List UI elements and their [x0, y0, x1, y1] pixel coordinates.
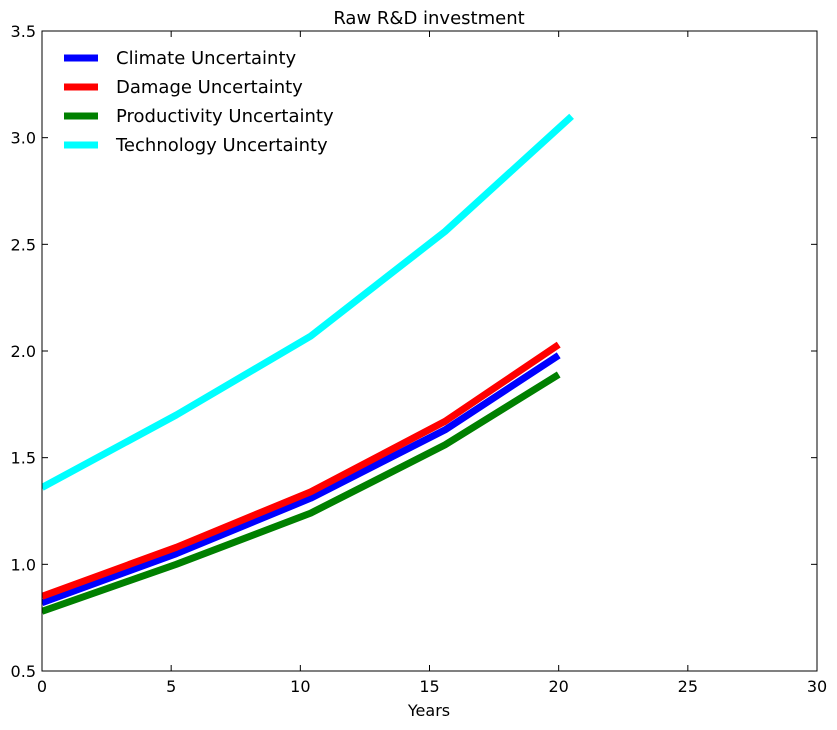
x-tick-label: 20 [548, 677, 568, 696]
x-tick-label: 5 [166, 677, 176, 696]
x-tick-label: 0 [37, 677, 47, 696]
y-tick-label: 2.5 [11, 235, 36, 254]
y-tick-label: 2.0 [11, 342, 36, 361]
y-tick-label: 1.5 [11, 449, 36, 468]
legend: Climate Uncertainty Damage Uncertainty Pro… [64, 48, 334, 156]
legend-label-1: Damage Uncertainty [116, 77, 303, 98]
legend-label-2: Productivity Uncertainty [116, 106, 334, 127]
series-line-3 [42, 113, 574, 491]
axes-layer: 0 5 10 15 20 25 30 0.5 1.0 1.5 2.0 2.5 3.0 3.5 [11, 22, 828, 696]
x-tick-label: 25 [678, 677, 698, 696]
series-layer [42, 113, 574, 615]
series-line-0 [42, 352, 561, 606]
y-tick-label: 3.5 [11, 22, 36, 41]
legend-label-0: Climate Uncertainty [116, 48, 296, 69]
legend-label-3: Technology Uncertainty [115, 135, 328, 156]
x-tick-label: 15 [419, 677, 439, 696]
plot-frame [41, 30, 818, 672]
x-axis-label: Years [407, 701, 450, 720]
y-tick-label: 3.0 [11, 129, 36, 148]
x-tick-label: 10 [290, 677, 310, 696]
chart-title: Raw R&D investment [333, 8, 524, 29]
series-line-1 [42, 341, 561, 600]
x-tick-label: 30 [807, 677, 827, 696]
series-line-2 [42, 371, 561, 615]
y-tick-label: 0.5 [11, 662, 36, 681]
y-tick-label: 1.0 [11, 555, 36, 574]
